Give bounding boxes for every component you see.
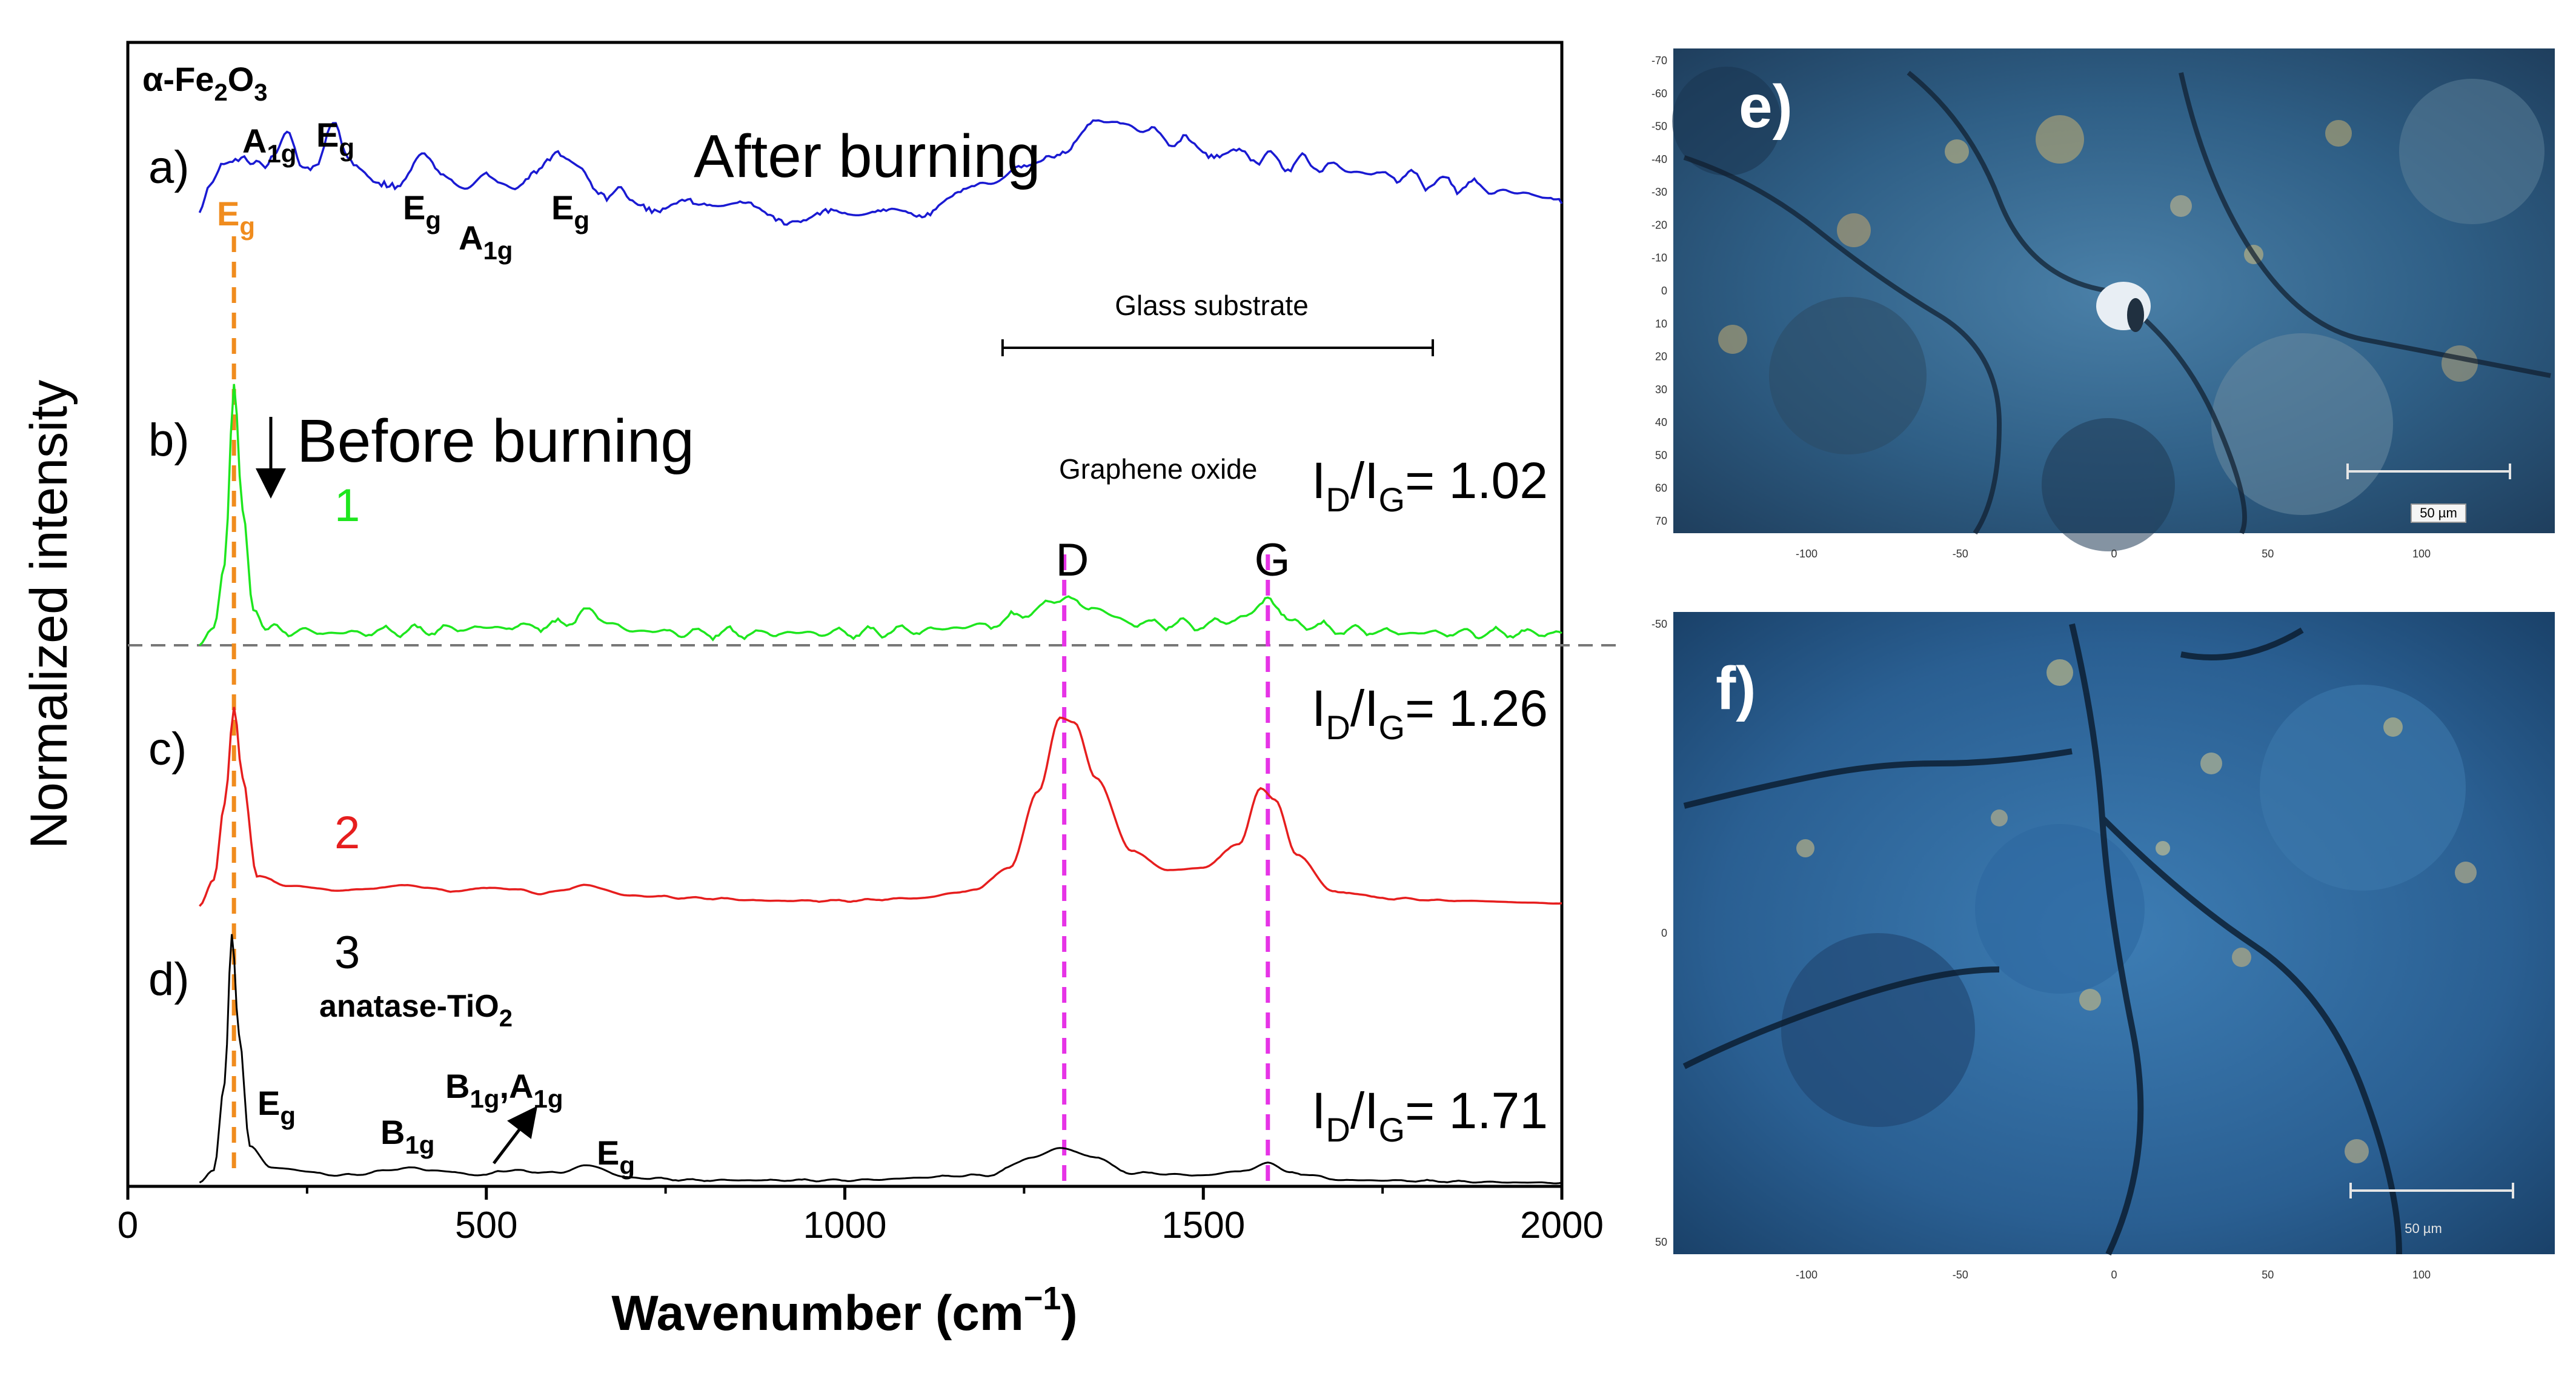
micro-y-tick: -50 (1651, 121, 1667, 133)
micro-y-tick: 70 (1655, 515, 1667, 527)
micrograph-e-x-axis: -100 -50 0 50 100 (1796, 548, 2431, 560)
micro-x-tick: -100 (1796, 548, 1817, 560)
panel-label-d: d) (148, 954, 190, 1005)
panel-label-c: c) (148, 723, 187, 775)
micrograph-f-x-axis: -100 -50 0 50 100 (1796, 1269, 2431, 1281)
before-burning-label: Before burning (297, 407, 694, 475)
g-band-label: G (1254, 534, 1290, 586)
after-burning-label: After burning (694, 122, 1041, 190)
micrograph-f: f) 50 µm -50 0 50 -100 -50 0 50 100 (1651, 612, 2555, 1281)
micro-y-tick: -70 (1651, 55, 1667, 67)
raman-chart: 0 500 1000 1500 2000 Wavenumber (cm−1) Norma… (20, 42, 1624, 1341)
micro-y-tick: -20 (1651, 219, 1667, 231)
micro-y-tick: -60 (1651, 87, 1667, 99)
micro-y-tick: -40 (1651, 153, 1667, 165)
d-band-label: D (1056, 534, 1089, 586)
micro-x-tick: -100 (1796, 1269, 1817, 1281)
glass-substrate-label: Glass substrate (1115, 290, 1309, 321)
micro-y-tick: -30 (1651, 186, 1667, 198)
micro-y-tick: -50 (1651, 618, 1667, 630)
x-tick-label: 1000 (803, 1205, 887, 1246)
x-axis-unit-exponent: −1 (1024, 1280, 1061, 1317)
x-axis-label: Wavenumber (cm−1) (611, 1280, 1077, 1341)
micro-y-tick: 20 (1655, 351, 1667, 363)
micro-y-tick: 50 (1655, 1236, 1667, 1248)
graphene-oxide-label: Graphene oxide (1059, 453, 1257, 485)
micro-y-tick: 10 (1655, 317, 1667, 330)
micro-y-tick: 50 (1655, 449, 1667, 461)
micrograph-f-panel-label: f) (1716, 654, 1756, 722)
micro-x-tick: 50 (2262, 1269, 2274, 1281)
x-tick-label: 1500 (1161, 1205, 1245, 1246)
raman-figure: 0 500 1000 1500 2000 Wavenumber (cm−1) Norma… (0, 0, 2576, 1376)
micrograph-e-panel-label: e) (1739, 73, 1793, 141)
x-tick-label: 500 (455, 1205, 517, 1246)
micro-y-tick: 0 (1661, 927, 1667, 939)
micro-y-tick: 0 (1661, 285, 1667, 297)
micro-x-tick: -50 (1953, 548, 1968, 560)
x-tick-label: 2000 (1520, 1205, 1604, 1246)
micrograph-f-scale-label: 50 µm (2405, 1221, 2442, 1236)
micrograph-e-scale-label: 50 µm (2420, 505, 2457, 520)
micrograph-f-y-axis: -50 0 50 (1651, 618, 1667, 1248)
panel-label-b: b) (148, 414, 190, 466)
y-axis-label: Normalized intensity (20, 380, 78, 849)
micro-y-tick: -10 (1651, 252, 1667, 264)
micrograph-e-y-axis: -70 -60 -50 -40 -30 -20 -10 0 10 20 30 40 50 60 70 (1651, 55, 1667, 527)
x-tick-label: 0 (118, 1205, 138, 1246)
series-label-2: 2 (334, 807, 360, 859)
panel-label-a: a) (148, 142, 190, 193)
micro-x-tick: 50 (2262, 548, 2274, 560)
micro-y-tick: 30 (1655, 384, 1667, 396)
series-label-3: 3 (334, 927, 360, 979)
micro-x-tick: -50 (1953, 1269, 1968, 1281)
series-label-1: 1 (334, 480, 360, 531)
micro-x-tick: 100 (2412, 1269, 2431, 1281)
micro-x-tick: 0 (2111, 1269, 2117, 1281)
micro-y-tick: 60 (1655, 482, 1667, 494)
micro-x-tick: 0 (2111, 548, 2117, 560)
micrograph-e: e) 50 µm -70-60-50-40-30-20-100102030405… (1651, 48, 2555, 560)
micro-y-tick: 40 (1655, 416, 1667, 428)
micro-x-tick: 100 (2412, 548, 2431, 560)
